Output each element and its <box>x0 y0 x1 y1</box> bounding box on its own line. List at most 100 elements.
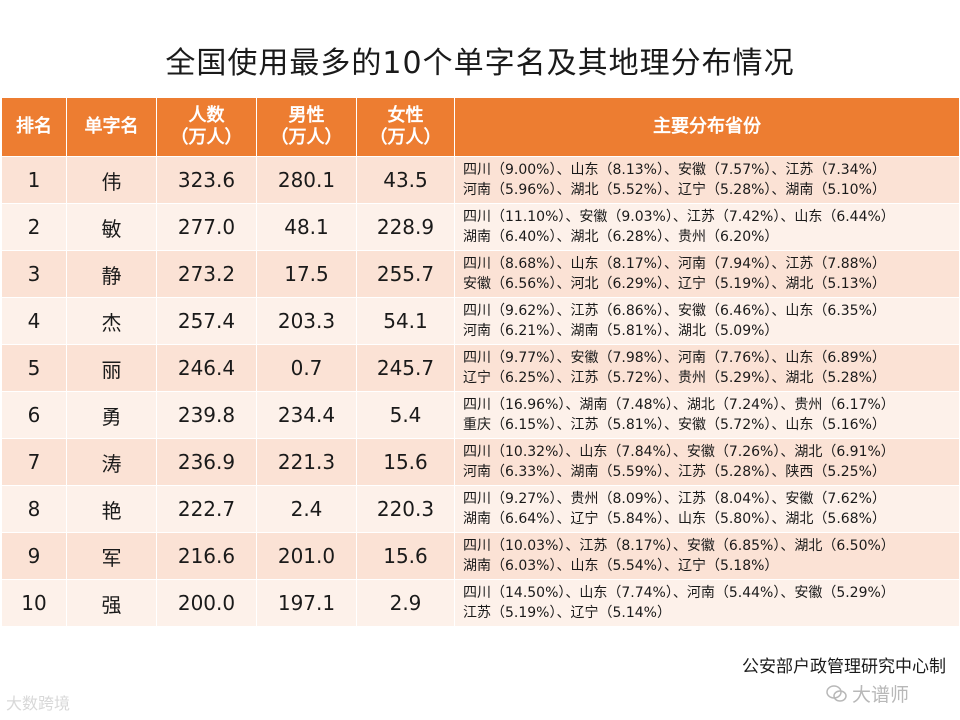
cell-total: 236.9 <box>156 438 257 486</box>
cell-male: 197.1 <box>256 579 357 627</box>
cell-total: 246.4 <box>156 344 257 392</box>
source-note: 公安部户政管理研究中心制 <box>742 657 946 677</box>
province-line: 四川（9.77%）、安徽（7.98%）、河南（7.76%）、山东（6.89%） <box>463 350 886 366</box>
province-line: 重庆（6.15%）、江苏（5.81%）、安徽（5.72%）、山东（5.16%） <box>463 417 886 433</box>
table-row: 3 静 273.2 17.5 255.7 四川（8.68%）、山东（8.17%）、河南（7… <box>1 250 960 298</box>
cell-name: 勇 <box>66 391 157 439</box>
cell-male: 17.5 <box>256 250 357 298</box>
province-line: 湖南（6.40%）、湖北（6.28%）、贵州（6.20%） <box>463 229 779 245</box>
province-line: 江苏（5.19%）、辽宁（5.14%） <box>463 605 671 621</box>
province-line: 四川（14.50%）、山东（7.74%）、河南（5.44%）、安徽（5.29%） <box>463 585 895 601</box>
province-line: 河南（6.33%）、湖南（5.59%）、江苏（5.28%）、陕西（5.25%） <box>463 464 886 480</box>
header-total-line1: 人数 <box>188 105 225 126</box>
cell-name: 艳 <box>66 485 157 533</box>
cell-name: 敏 <box>66 203 157 251</box>
cell-rank: 6 <box>1 391 67 439</box>
cell-female: 5.4 <box>356 391 455 439</box>
province-line: 辽宁（6.25%）、江苏（5.72%）、贵州（5.29%）、湖北（5.28%） <box>463 370 886 386</box>
cell-provinces: 四川（8.68%）、山东（8.17%）、河南（7.94%）、江苏（7.88%） 安… <box>454 250 960 298</box>
cell-male: 48.1 <box>256 203 357 251</box>
province-line: 四川（9.62%）、江苏（6.86%）、安徽（6.46%）、山东（6.35%） <box>463 303 886 319</box>
cell-provinces: 四川（9.62%）、江苏（6.86%）、安徽（6.46%）、山东（6.35%） 河… <box>454 297 960 345</box>
province-line: 四川（8.68%）、山东（8.17%）、河南（7.94%）、江苏（7.88%） <box>463 256 886 272</box>
table-row: 5 丽 246.4 0.7 245.7 四川（9.77%）、安徽（7.98%）、河南（7.… <box>1 344 960 392</box>
table-row: 4 杰 257.4 203.3 54.1 四川（9.62%）、江苏（6.86%）、安徽（6… <box>1 297 960 345</box>
cell-female: 228.9 <box>356 203 455 251</box>
province-line: 安徽（6.56%）、河北（6.29%）、辽宁（5.19%）、湖北（5.13%） <box>463 276 886 292</box>
cell-rank: 5 <box>1 344 67 392</box>
header-rank: 排名 <box>1 97 67 157</box>
cell-male: 0.7 <box>256 344 357 392</box>
cell-female: 15.6 <box>356 438 455 486</box>
page-title: 全国使用最多的10个单字名及其地理分布情况 <box>165 46 795 81</box>
cell-name: 杰 <box>66 297 157 345</box>
cell-provinces: 四川（10.32%）、山东（7.84%）、安徽（7.26%）、湖北（6.91%）… <box>454 438 960 486</box>
cell-female: 220.3 <box>356 485 455 533</box>
province-line: 湖南（6.03%）、山东（5.54%）、辽宁（5.18%） <box>463 558 779 574</box>
table-row: 8 艳 222.7 2.4 220.3 四川（9.27%）、贵州（8.09%）、江苏（8.… <box>1 485 960 533</box>
cell-total: 323.6 <box>156 156 257 204</box>
cell-name: 强 <box>66 579 157 627</box>
header-total-line2: （万人） <box>170 127 243 148</box>
cell-provinces: 四川（10.03%）、江苏（8.17%）、安徽（6.85%）、湖北（6.50%）… <box>454 532 960 580</box>
header-female-line1: 女性 <box>387 105 424 126</box>
cell-total: 200.0 <box>156 579 257 627</box>
cell-male: 203.3 <box>256 297 357 345</box>
table-row: 7 涛 236.9 221.3 15.6 四川（10.32%）、山东（7.84%）、安徽（… <box>1 438 960 486</box>
cell-rank: 4 <box>1 297 67 345</box>
province-line: 四川（9.00%）、山东（8.13%）、安徽（7.57%）、江苏（7.34%） <box>463 162 886 178</box>
cell-female: 255.7 <box>356 250 455 298</box>
cell-provinces: 四川（9.27%）、贵州（8.09%）、江苏（8.04%）、安徽（7.62%） 湖… <box>454 485 960 533</box>
cell-provinces: 四川（9.77%）、安徽（7.98%）、河南（7.76%）、山东（6.89%） 辽… <box>454 344 960 392</box>
cell-name: 伟 <box>66 156 157 204</box>
cell-female: 43.5 <box>356 156 455 204</box>
cell-female: 54.1 <box>356 297 455 345</box>
cell-total: 239.8 <box>156 391 257 439</box>
header-name: 单字名 <box>66 97 157 157</box>
wechat-icon <box>826 684 847 702</box>
cell-female: 245.7 <box>356 344 455 392</box>
cell-name: 丽 <box>66 344 157 392</box>
cell-male: 280.1 <box>256 156 357 204</box>
table-row: 6 勇 239.8 234.4 5.4 四川（16.96%）、湖南（7.48%）、湖北（7… <box>1 391 960 439</box>
cell-provinces: 四川（11.10%）、安徽（9.03%）、江苏（7.42%）、山东（6.44%）… <box>454 203 960 251</box>
cell-provinces: 四川（16.96%）、湖南（7.48%）、湖北（7.24%）、贵州（6.17%）… <box>454 391 960 439</box>
cell-total: 222.7 <box>156 485 257 533</box>
cell-rank: 10 <box>1 579 67 627</box>
cell-female: 2.9 <box>356 579 455 627</box>
header-male: 男性 （万人） <box>256 97 357 157</box>
watermark-right-text: 大谱师 <box>852 684 910 706</box>
cell-provinces: 四川（14.50%）、山东（7.74%）、河南（5.44%）、安徽（5.29%）… <box>454 579 960 627</box>
cell-name: 涛 <box>66 438 157 486</box>
header-female-line2: （万人） <box>369 127 442 148</box>
province-line: 四川（16.96%）、湖南（7.48%）、湖北（7.24%）、贵州（6.17%） <box>463 397 895 413</box>
header-provinces: 主要分布省份 <box>454 97 960 157</box>
cell-rank: 2 <box>1 203 67 251</box>
cell-male: 2.4 <box>256 485 357 533</box>
cell-female: 15.6 <box>356 532 455 580</box>
cell-provinces: 四川（9.00%）、山东（8.13%）、安徽（7.57%）、江苏（7.34%） 河… <box>454 156 960 204</box>
cell-rank: 7 <box>1 438 67 486</box>
cell-total: 257.4 <box>156 297 257 345</box>
header-female: 女性 （万人） <box>356 97 455 157</box>
cell-rank: 8 <box>1 485 67 533</box>
province-line: 四川（10.32%）、山东（7.84%）、安徽（7.26%）、湖北（6.91%） <box>463 444 895 460</box>
cell-male: 201.0 <box>256 532 357 580</box>
watermark-right: 大谱师 <box>826 680 909 707</box>
province-line: 四川（11.10%）、安徽（9.03%）、江苏（7.42%）、山东（6.44%） <box>463 209 895 225</box>
province-line: 河南（6.21%）、湖南（5.81%）、湖北（5.09%） <box>463 323 779 339</box>
cell-name: 静 <box>66 250 157 298</box>
cell-total: 273.2 <box>156 250 257 298</box>
table-header-row: 排名 单字名 人数 （万人） 男性 （万人） 女性 （万人） 主要分布省份 <box>1 97 960 157</box>
cell-male: 221.3 <box>256 438 357 486</box>
province-line: 河南（5.96%）、湖北（5.52%）、辽宁（5.28%）、湖南（5.10%） <box>463 182 886 198</box>
table-row: 9 军 216.6 201.0 15.6 四川（10.03%）、江苏（8.17%）、安徽（… <box>1 532 960 580</box>
header-male-line1: 男性 <box>288 105 325 126</box>
cell-total: 277.0 <box>156 203 257 251</box>
header-male-line2: （万人） <box>270 127 343 148</box>
table-row: 2 敏 277.0 48.1 228.9 四川（11.10%）、安徽（9.03%）、江苏（… <box>1 203 960 251</box>
cell-name: 军 <box>66 532 157 580</box>
watermark-left: 大数跨境 <box>6 694 71 713</box>
table-row: 10 强 200.0 197.1 2.9 四川（14.50%）、山东（7.74%）、河南（… <box>1 579 960 627</box>
